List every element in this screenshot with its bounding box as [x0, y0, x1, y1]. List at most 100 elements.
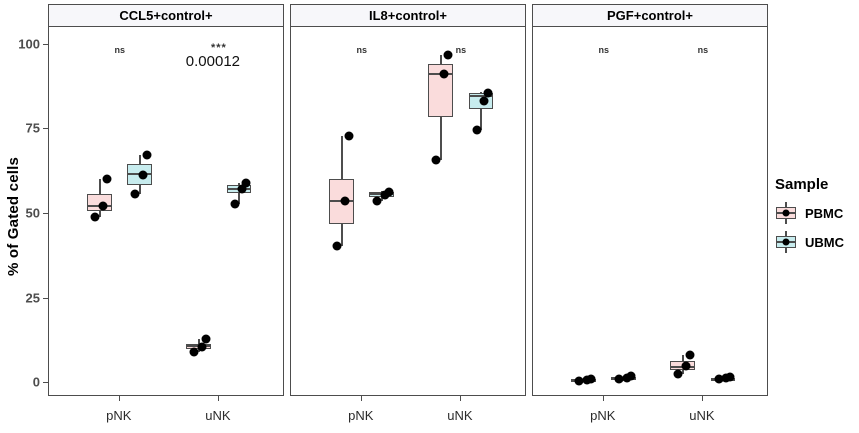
- legend-items: PBMC UBMC: [775, 202, 859, 253]
- data-point: [201, 334, 211, 344]
- whisker-upper: [440, 54, 442, 64]
- significance-label: ns: [697, 45, 709, 56]
- data-point: [483, 88, 493, 98]
- plot-canvas: ns *** 0.00012: [49, 27, 283, 395]
- data-point: [241, 178, 251, 188]
- data-point: [130, 189, 140, 199]
- data-point: [443, 50, 453, 60]
- whisker-lower: [139, 184, 141, 195]
- legend-label: PBMC: [805, 205, 844, 221]
- x-axis-tick-mark: [602, 396, 604, 401]
- data-point: [714, 374, 724, 384]
- x-axis-tick-mark: [118, 396, 120, 401]
- y-axis-tick-label: 25: [25, 290, 40, 306]
- whisker-lower: [381, 197, 383, 201]
- data-point: [332, 241, 342, 250]
- data-point: [102, 174, 112, 184]
- significance-label: ns: [598, 45, 610, 56]
- whisker-upper: [139, 154, 141, 165]
- data-point: [574, 376, 584, 386]
- whisker-lower: [440, 116, 442, 161]
- median-line: [468, 95, 494, 97]
- data-point: [673, 369, 683, 379]
- panel-plot-area: ns ns: [532, 27, 768, 396]
- facet-strip-label: IL8+control+: [290, 4, 526, 27]
- y-axis-tick-label: 50: [25, 205, 40, 221]
- data-point: [725, 372, 735, 382]
- significance-label: ns: [455, 45, 467, 56]
- data-point: [384, 187, 394, 197]
- data-point: [685, 350, 695, 360]
- data-point: [431, 155, 441, 165]
- data-point: [586, 374, 596, 384]
- significance-label: ns: [114, 45, 126, 56]
- legend-point: [782, 238, 790, 246]
- panel-plot-area: ns *** 0.00012: [48, 27, 284, 396]
- facet-strip-label: CCL5+control+: [48, 4, 284, 27]
- facet-panel: PGF+control+ ns ns: [532, 4, 768, 396]
- data-point: [197, 342, 207, 352]
- data-point: [472, 125, 482, 135]
- data-point: [138, 170, 148, 180]
- x-axis-tick-label: pNK: [590, 408, 616, 423]
- y-axis-tick-mark: [43, 297, 48, 299]
- data-point: [237, 184, 247, 194]
- significance-label: ns: [356, 45, 368, 56]
- data-point: [340, 196, 350, 206]
- significance-stars: ***: [210, 42, 227, 55]
- plot-canvas: ns ns: [291, 27, 525, 395]
- data-point: [142, 150, 152, 160]
- x-axis-tick-label: pNK: [106, 408, 132, 423]
- x-axis-tick-mark: [217, 396, 219, 401]
- whisker-lower: [480, 108, 482, 130]
- whisker-upper: [198, 338, 200, 344]
- whisker-lower: [682, 369, 684, 375]
- panel-plot-area: ns ns: [290, 27, 526, 396]
- legend-key-swatch: [775, 231, 797, 253]
- legend: Sample PBMC UBMC: [775, 176, 859, 260]
- data-point: [479, 96, 489, 106]
- x-axis-tick-mark: [459, 396, 461, 401]
- facet-strip-label: PGF+control+: [532, 4, 768, 27]
- whisker-lower: [98, 211, 101, 218]
- y-axis-tick-label: 0: [32, 374, 40, 390]
- x-axis-tick-label: uNK: [447, 408, 473, 423]
- whisker-upper: [98, 178, 101, 195]
- data-point: [626, 371, 636, 381]
- x-axis-tick-mark: [701, 396, 703, 401]
- legend-item[interactable]: UBMC: [775, 231, 859, 253]
- data-point: [372, 196, 382, 206]
- whisker-upper: [238, 182, 240, 185]
- x-axis-tick-label: pNK: [348, 408, 374, 423]
- data-point: [681, 361, 691, 371]
- y-axis-tick-label: 75: [25, 120, 40, 136]
- data-point: [98, 201, 108, 211]
- y-axis-tick-mark: [43, 43, 48, 45]
- legend-item[interactable]: PBMC: [775, 202, 859, 224]
- x-axis-tick-label: uNK: [689, 408, 715, 423]
- y-axis-tick-mark: [43, 128, 48, 130]
- data-point: [189, 347, 199, 357]
- whisker-lower: [238, 193, 240, 205]
- facet-panel: CCL5+control+ ns *** 0.00012: [48, 4, 284, 396]
- data-point: [90, 212, 100, 222]
- whisker-lower: [340, 223, 343, 246]
- x-axis-tick-label: uNK: [205, 408, 231, 423]
- legend-label: UBMC: [805, 234, 844, 250]
- y-axis-tick-mark: [43, 382, 48, 384]
- legend-key-swatch: [775, 202, 797, 224]
- legend-point: [782, 209, 790, 217]
- data-point: [380, 190, 390, 200]
- data-point: [344, 131, 354, 141]
- whisker-upper: [340, 135, 343, 179]
- data-point: [230, 199, 240, 209]
- facet-panel: IL8+control+ ns ns: [290, 4, 526, 396]
- plot-canvas: ns ns: [533, 27, 767, 395]
- data-point: [614, 374, 624, 384]
- y-axis-tick-label: 100: [18, 36, 40, 52]
- data-point: [439, 69, 449, 79]
- legend-title: Sample: [775, 176, 829, 193]
- whisker-upper: [480, 91, 482, 93]
- significance-pvalue: 0.00012: [185, 53, 241, 71]
